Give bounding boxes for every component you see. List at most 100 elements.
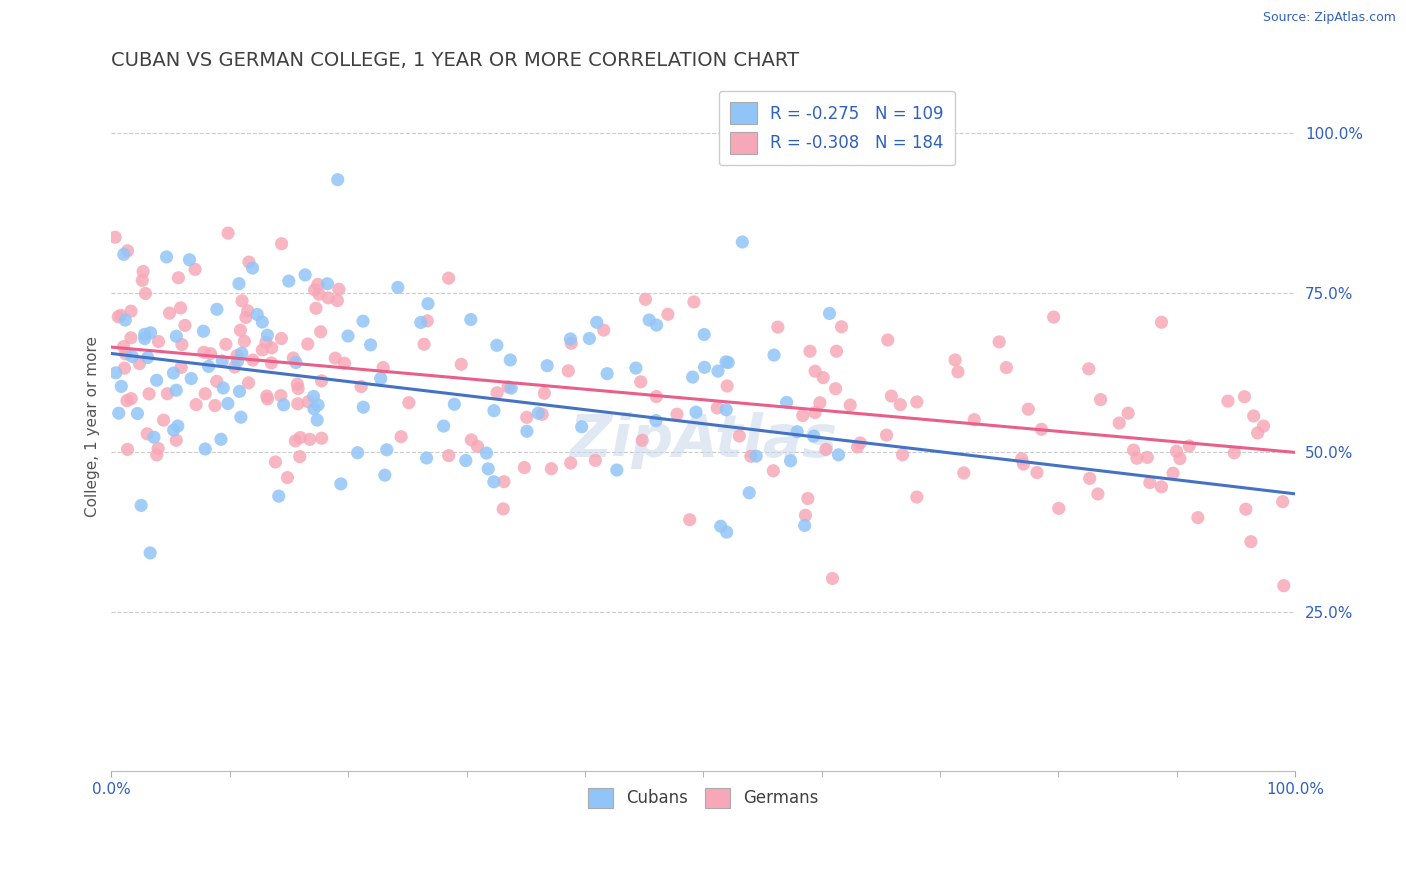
Point: [167, 270, 190, 285]
Point: [1168, 451, 1191, 466]
Point: [179, 252, 201, 267]
Point: [165, 329, 187, 343]
Point: [273, 398, 295, 412]
Point: [193, 324, 215, 338]
Point: [197, 359, 219, 374]
Point: [557, 364, 579, 378]
Point: [1223, 446, 1246, 460]
Point: [963, 413, 986, 427]
Point: [145, 373, 167, 387]
Point: [1116, 406, 1139, 420]
Point: [1246, 425, 1268, 440]
Point: [136, 351, 159, 365]
Point: [905, 395, 928, 409]
Point: [110, 309, 132, 323]
Point: [228, 277, 250, 291]
Point: [270, 331, 292, 345]
Point: [409, 315, 432, 329]
Point: [631, 434, 654, 448]
Point: [831, 319, 853, 334]
Point: [1234, 502, 1257, 516]
Point: [120, 331, 142, 345]
Point: [624, 361, 647, 376]
Point: [731, 235, 754, 249]
Point: [224, 359, 246, 374]
Point: [1150, 315, 1173, 329]
Point: [256, 392, 278, 406]
Point: [256, 328, 278, 343]
Point: [387, 280, 409, 294]
Point: [499, 353, 522, 368]
Point: [302, 401, 325, 416]
Point: [270, 236, 292, 251]
Point: [114, 347, 136, 361]
Point: [146, 442, 169, 456]
Point: [184, 398, 207, 412]
Point: [710, 519, 733, 533]
Point: [946, 365, 969, 379]
Point: [217, 226, 239, 240]
Point: [880, 389, 903, 403]
Point: [215, 337, 238, 351]
Point: [797, 491, 820, 506]
Point: [606, 463, 628, 477]
Point: [297, 337, 319, 351]
Point: [294, 268, 316, 282]
Point: [1122, 443, 1144, 458]
Point: [193, 345, 215, 359]
Point: [238, 255, 260, 269]
Point: [460, 433, 482, 447]
Point: [988, 334, 1011, 349]
Point: [501, 381, 523, 395]
Point: [799, 344, 821, 359]
Point: [775, 395, 797, 409]
Point: [287, 382, 309, 396]
Point: [943, 353, 966, 368]
Point: [485, 338, 508, 352]
Point: [209, 433, 232, 447]
Point: [693, 360, 716, 375]
Point: [1216, 394, 1239, 409]
Point: [1178, 439, 1201, 453]
Point: [413, 337, 436, 351]
Point: [716, 402, 738, 417]
Point: [326, 293, 349, 308]
Point: [121, 350, 143, 364]
Point: [316, 277, 339, 291]
Point: [114, 313, 136, 327]
Point: [311, 374, 333, 388]
Point: [260, 356, 283, 370]
Point: [159, 306, 181, 320]
Point: [287, 397, 309, 411]
Point: [821, 572, 844, 586]
Point: [666, 407, 689, 421]
Point: [818, 306, 841, 320]
Point: [139, 546, 162, 560]
Point: [1011, 451, 1033, 466]
Point: [136, 426, 159, 441]
Point: [766, 320, 789, 334]
Point: [876, 428, 898, 442]
Point: [104, 230, 127, 244]
Point: [288, 450, 311, 464]
Point: [1126, 451, 1149, 466]
Point: [298, 433, 321, 447]
Point: [156, 386, 179, 401]
Point: [307, 398, 329, 412]
Point: [131, 273, 153, 287]
Point: [288, 430, 311, 444]
Point: [592, 323, 614, 337]
Point: [585, 315, 607, 329]
Point: [163, 423, 186, 437]
Point: [645, 390, 668, 404]
Point: [194, 442, 217, 456]
Point: [583, 453, 606, 467]
Point: [645, 318, 668, 332]
Point: [531, 407, 554, 421]
Point: [657, 307, 679, 321]
Point: [350, 379, 373, 393]
Point: [128, 357, 150, 371]
Y-axis label: College, 1 year or more: College, 1 year or more: [86, 336, 100, 517]
Point: [792, 409, 814, 423]
Point: [205, 302, 228, 317]
